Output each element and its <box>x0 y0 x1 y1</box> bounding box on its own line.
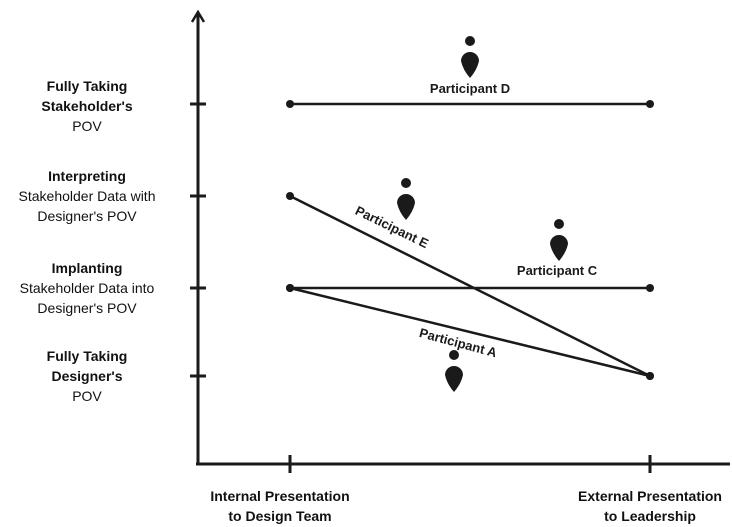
x-label-internal-presentation: Internal Presentation to Design Team <box>190 486 370 526</box>
x-label-2-line-2: to Leadership <box>604 508 696 524</box>
participant-a-line <box>289 286 651 378</box>
x-label-2-line-1: External Presentation <box>578 488 722 504</box>
axes <box>190 9 730 473</box>
y-label-1-line-3: POV <box>72 118 102 134</box>
participant-e-label: Participant E <box>353 203 431 251</box>
participant-d-label: Participant D <box>430 81 510 96</box>
x-label-1-line-2: to Design Team <box>228 508 332 524</box>
y-label-2-line-3: Designer's POV <box>37 208 137 224</box>
x-label-1-line-1: Internal Presentation <box>210 488 350 504</box>
y-label-4-bold-line-2: Designer's <box>51 368 123 384</box>
person-pin-icon <box>461 36 479 78</box>
y-label-3-line-3: Designer's POV <box>37 300 137 316</box>
person-pin-icon <box>445 350 463 392</box>
participant-e-start-dot <box>286 192 294 200</box>
y-label-2-line-2: Stakeholder Data with <box>18 188 156 204</box>
y-label-fully-taking-designer: Fully Taking Designer's POV <box>2 346 172 406</box>
participant-e-line <box>289 194 651 378</box>
y-label-interpreting: Interpreting Stakeholder Data with Desig… <box>2 166 172 226</box>
y-label-3-bold-line-1: Implanting <box>51 260 123 276</box>
y-label-4-line-3: POV <box>72 388 102 404</box>
person-pin-icon <box>397 178 415 220</box>
y-label-2-bold-line-1: Interpreting <box>48 168 126 184</box>
person-pin-icon <box>550 219 568 261</box>
y-label-fully-taking-stakeholder: Fully Taking Stakeholder's POV <box>2 76 172 136</box>
x-label-external-presentation: External Presentation to Leadership <box>560 486 732 526</box>
participant-a-end-dot <box>646 372 654 380</box>
participant-c-end-dot <box>646 284 654 292</box>
participant-c-label: Participant C <box>517 263 598 278</box>
y-axis-arrowhead <box>190 9 206 23</box>
y-label-3-line-2: Stakeholder Data into <box>19 280 155 296</box>
y-label-1-bold-line-1: Fully Taking <box>46 78 128 94</box>
y-label-4-bold-line-1: Fully Taking <box>46 348 128 364</box>
participant-d-start-dot <box>286 100 294 108</box>
y-label-implanting: Implanting Stakeholder Data into Designe… <box>2 258 172 318</box>
participant-d-end-dot <box>646 100 654 108</box>
participant-a-start-dot <box>286 284 294 292</box>
y-label-1-bold-line-2: Stakeholder's <box>41 98 133 114</box>
